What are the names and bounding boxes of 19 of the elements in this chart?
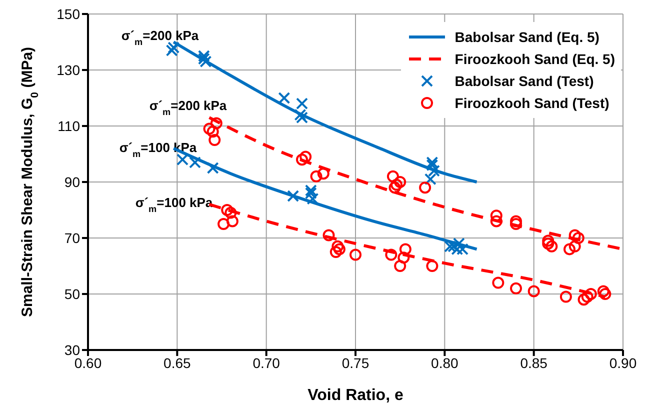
- legend-label: Firoozkooh Sand (Eq. 5): [454, 51, 615, 67]
- annotation: σ´$_{m}$=200 kPa: [121, 28, 200, 47]
- y-tick-label: 90: [64, 174, 80, 190]
- x-axis-title: Void Ratio, e: [308, 387, 404, 404]
- x-tick-label: 0.65: [164, 354, 192, 371]
- y-tick-label: 110: [58, 118, 80, 134]
- y-tick-label: 150: [56, 6, 80, 22]
- y-tick-label: 70: [64, 230, 80, 246]
- x-tick-label: 0.90: [609, 354, 637, 371]
- x-tick-label: 0.70: [252, 354, 280, 371]
- y-tick-label: 130: [56, 62, 80, 78]
- legend-label: Firoozkooh Sand (Test): [454, 95, 610, 111]
- y-tick-label: 50: [64, 286, 80, 302]
- legend-label: Babolsar Sand (Test): [454, 73, 594, 89]
- x-tick-label: 0.75: [342, 354, 370, 371]
- legend-label: Babolsar Sand (Eq. 5): [454, 29, 600, 45]
- x-tick-label: 0.80: [431, 354, 459, 371]
- annotation: σ´$_{m}$=200 kPa: [149, 98, 228, 117]
- x-tick-label: 0.85: [520, 354, 548, 371]
